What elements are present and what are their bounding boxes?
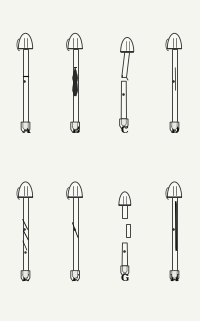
Polygon shape	[71, 122, 80, 132]
Text: A: A	[22, 126, 29, 134]
Polygon shape	[172, 49, 177, 122]
Polygon shape	[73, 271, 78, 278]
Polygon shape	[122, 243, 128, 266]
Polygon shape	[23, 49, 28, 122]
Polygon shape	[23, 271, 28, 278]
Polygon shape	[121, 81, 126, 119]
Polygon shape	[18, 33, 33, 49]
Polygon shape	[21, 122, 30, 132]
Polygon shape	[68, 33, 82, 49]
Text: E: E	[22, 274, 29, 283]
Polygon shape	[167, 182, 182, 197]
Polygon shape	[68, 182, 82, 197]
Polygon shape	[172, 122, 177, 129]
Polygon shape	[172, 197, 177, 271]
Text: B: B	[71, 126, 79, 134]
Polygon shape	[121, 38, 134, 52]
Polygon shape	[119, 192, 131, 205]
Text: G: G	[121, 274, 129, 283]
Polygon shape	[122, 52, 130, 77]
Polygon shape	[122, 205, 127, 218]
Polygon shape	[120, 119, 128, 128]
Polygon shape	[21, 271, 30, 281]
Polygon shape	[123, 266, 127, 273]
Text: F: F	[72, 274, 79, 283]
Polygon shape	[23, 197, 28, 271]
Polygon shape	[71, 271, 80, 281]
Polygon shape	[73, 197, 78, 271]
Polygon shape	[167, 33, 182, 49]
Polygon shape	[121, 266, 129, 275]
Text: H: H	[170, 274, 179, 283]
Polygon shape	[73, 49, 78, 122]
Polygon shape	[170, 122, 179, 132]
Polygon shape	[72, 67, 78, 96]
Polygon shape	[170, 271, 179, 281]
Polygon shape	[172, 271, 177, 278]
Polygon shape	[121, 119, 126, 126]
Polygon shape	[126, 224, 130, 237]
Text: C: C	[121, 126, 129, 134]
Polygon shape	[73, 122, 78, 129]
Polygon shape	[23, 122, 28, 129]
Text: D: D	[170, 126, 179, 134]
Polygon shape	[18, 182, 33, 197]
